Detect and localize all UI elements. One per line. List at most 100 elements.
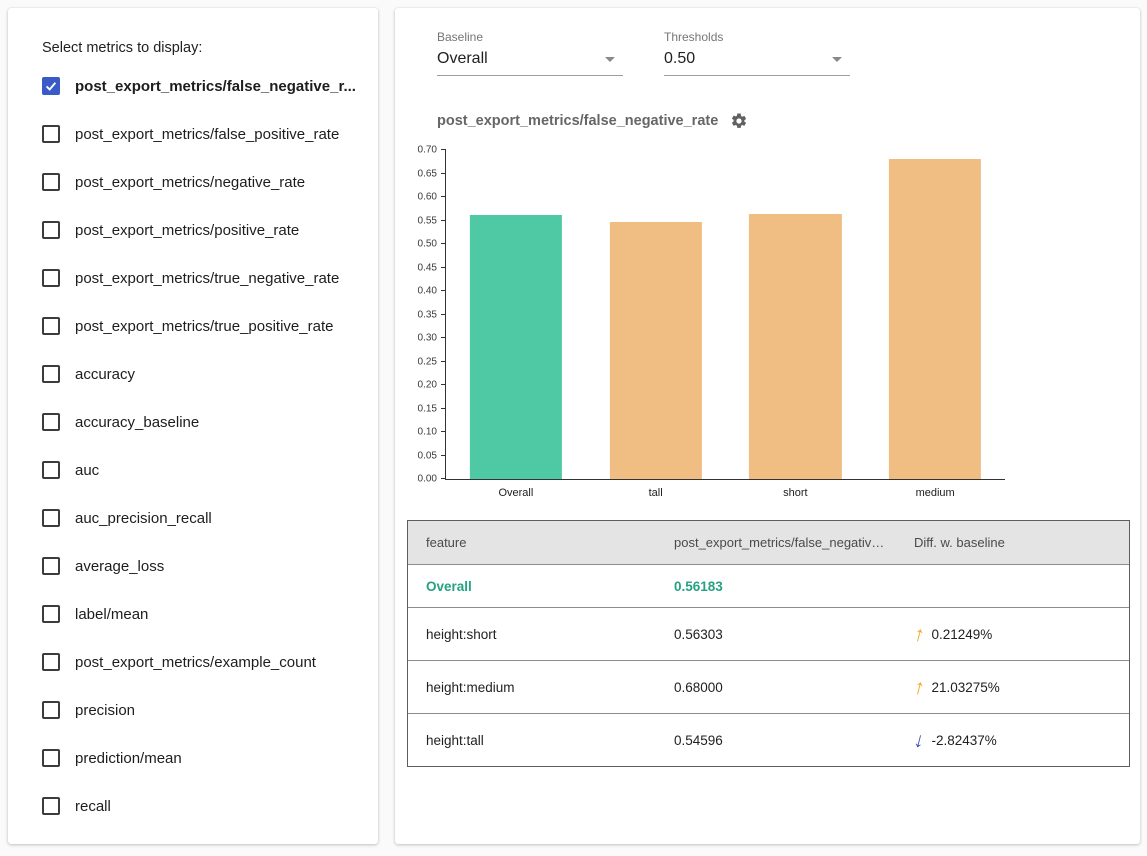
metric-checkbox-item[interactable]: accuracy_baseline [8, 398, 378, 446]
up-arrow-icon: ↑ [912, 677, 927, 698]
bar-short[interactable] [749, 214, 841, 479]
metric-label: average_loss [75, 558, 164, 575]
metric-checkbox-item[interactable]: post_export_metrics/false_positive_rate [8, 110, 378, 158]
feature-cell: Overall [408, 579, 656, 594]
y-axis-tick-label: 0.55 [418, 215, 437, 226]
thresholds-control: Thresholds 0.50 [664, 30, 850, 76]
metric-checkbox-item[interactable]: post_export_metrics/true_positive_rate [8, 302, 378, 350]
table-header-row: featurepost_export_metrics/false_negativ… [408, 521, 1129, 564]
bar-slot [865, 150, 1005, 479]
metric-label: post_export_metrics/true_positive_rate [75, 318, 333, 335]
chart-title: post_export_metrics/false_negative_rate [437, 113, 718, 129]
metric-checkbox-item[interactable]: post_export_metrics/negative_rate [8, 158, 378, 206]
metrics-table: featurepost_export_metrics/false_negativ… [407, 520, 1130, 767]
y-axis-tick-label: 0.70 [418, 145, 437, 156]
y-axis-tick-label: 0.40 [418, 286, 437, 297]
metric-checkbox-item[interactable]: post_export_metrics/example_count [8, 638, 378, 686]
metric-checkbox-item[interactable]: post_export_metrics/positive_rate [8, 206, 378, 254]
bar-slot [586, 150, 726, 479]
metric-label: accuracy [75, 366, 135, 383]
metric-checkbox-item[interactable]: accuracy [8, 350, 378, 398]
thresholds-selected-value: 0.50 [664, 50, 695, 68]
checkbox-unchecked-icon[interactable] [42, 749, 60, 767]
checkbox-unchecked-icon[interactable] [42, 173, 60, 191]
table-row[interactable]: height:medium0.68000 ↑ 21.03275% [408, 660, 1129, 713]
checkbox-unchecked-icon[interactable] [42, 509, 60, 527]
y-axis-tick-label: 0.50 [418, 239, 437, 250]
y-axis-tick-label: 0.20 [418, 380, 437, 391]
y-axis-tick-label: 0.10 [418, 427, 437, 438]
table-row[interactable]: height:short0.56303↑0.21249% [408, 607, 1129, 660]
chart-title-row: post_export_metrics/false_negative_rate [437, 112, 1140, 130]
metric-label: label/mean [75, 606, 148, 623]
metric-checkbox-item[interactable]: post_export_metrics/true_negative_rate [8, 254, 378, 302]
metric-label: post_export_metrics/true_negative_rate [75, 270, 339, 287]
diff-value: 21.03275% [932, 680, 1000, 695]
checkbox-unchecked-icon[interactable] [42, 221, 60, 239]
baseline-control: Baseline Overall [437, 30, 623, 76]
checkbox-unchecked-icon[interactable] [42, 365, 60, 383]
metric-checkbox-item[interactable]: auc_precision_recall [8, 494, 378, 542]
baseline-select[interactable]: Overall [437, 47, 623, 76]
checkbox-unchecked-icon[interactable] [42, 605, 60, 623]
checkbox-unchecked-icon[interactable] [42, 269, 60, 287]
metric-checkbox-item[interactable]: label/mean [8, 590, 378, 638]
checkbox-unchecked-icon[interactable] [42, 701, 60, 719]
checkbox-unchecked-icon[interactable] [42, 461, 60, 479]
bar-Overall[interactable] [470, 215, 562, 479]
bar-chart: 0.000.050.100.150.200.250.300.350.400.45… [395, 150, 1140, 506]
x-axis-label: short [726, 479, 866, 499]
x-axis-label: Overall [446, 479, 586, 499]
diff-cell: ↓ -2.82437% [896, 730, 1129, 751]
metric-selector-panel: Select metrics to display: post_export_m… [8, 8, 378, 844]
metric-value-cell: 0.68000 [656, 680, 896, 695]
checkbox-unchecked-icon[interactable] [42, 413, 60, 431]
metric-label: auc_precision_recall [75, 510, 212, 527]
metrics-list: post_export_metrics/false_negative_r...p… [8, 62, 378, 830]
table-header-cell: post_export_metrics/false_negative_rat..… [656, 535, 896, 550]
diff-cell: ↑0.21249% [896, 624, 1129, 645]
metric-checkbox-item[interactable]: average_loss [8, 542, 378, 590]
metric-value-cell: 0.56303 [656, 627, 896, 642]
bar-slot [446, 150, 586, 479]
checkbox-unchecked-icon[interactable] [42, 125, 60, 143]
metric-checkbox-item[interactable]: precision [8, 686, 378, 734]
y-axis-tick-label: 0.00 [418, 474, 437, 485]
metric-checkbox-item[interactable]: recall [8, 782, 378, 830]
metric-label: precision [75, 702, 135, 719]
checkbox-unchecked-icon[interactable] [42, 653, 60, 671]
table-row[interactable]: height:tall0.54596↓-2.82437% [408, 713, 1129, 766]
table-row[interactable]: Overall0.56183 [408, 564, 1129, 607]
y-axis-tick-label: 0.65 [418, 168, 437, 179]
metric-checkbox-item[interactable]: auc [8, 446, 378, 494]
checkbox-unchecked-icon[interactable] [42, 317, 60, 335]
y-axis-tick-label: 0.45 [418, 262, 437, 273]
diff-value: -2.82437% [932, 733, 997, 748]
metric-checkbox-item[interactable]: prediction/mean [8, 734, 378, 782]
bar-medium[interactable] [889, 159, 981, 479]
feature-cell: height:tall [408, 733, 656, 748]
thresholds-label: Thresholds [664, 30, 850, 47]
metric-checkbox-item[interactable]: post_export_metrics/false_negative_r... [8, 62, 378, 110]
chevron-down-icon [832, 57, 842, 62]
x-axis-labels: Overalltallshortmedium [446, 479, 1005, 499]
thresholds-select[interactable]: 0.50 [664, 47, 850, 76]
checkbox-checked-icon[interactable] [42, 77, 60, 95]
up-arrow-icon: ↑ [912, 624, 927, 645]
checkbox-unchecked-icon[interactable] [42, 797, 60, 815]
metric-label: accuracy_baseline [75, 414, 199, 431]
feature-cell: height:short [408, 627, 656, 642]
chart-plot-area: 0.000.050.100.150.200.250.300.350.400.45… [445, 150, 1005, 480]
diff-cell: ↑ 21.03275% [896, 677, 1129, 698]
metric-label: post_export_metrics/negative_rate [75, 174, 305, 191]
down-arrow-icon: ↓ [912, 730, 927, 751]
feature-cell: height:medium [408, 680, 656, 695]
metric-label: post_export_metrics/false_positive_rate [75, 126, 339, 143]
bar-tall[interactable] [610, 222, 702, 479]
checkbox-unchecked-icon[interactable] [42, 557, 60, 575]
baseline-label: Baseline [437, 30, 623, 47]
metric-label: post_export_metrics/false_negative_r... [75, 78, 356, 95]
metric-selector-title: Select metrics to display: [8, 8, 378, 62]
baseline-selected-value: Overall [437, 50, 488, 68]
settings-gear-icon[interactable] [730, 112, 748, 130]
